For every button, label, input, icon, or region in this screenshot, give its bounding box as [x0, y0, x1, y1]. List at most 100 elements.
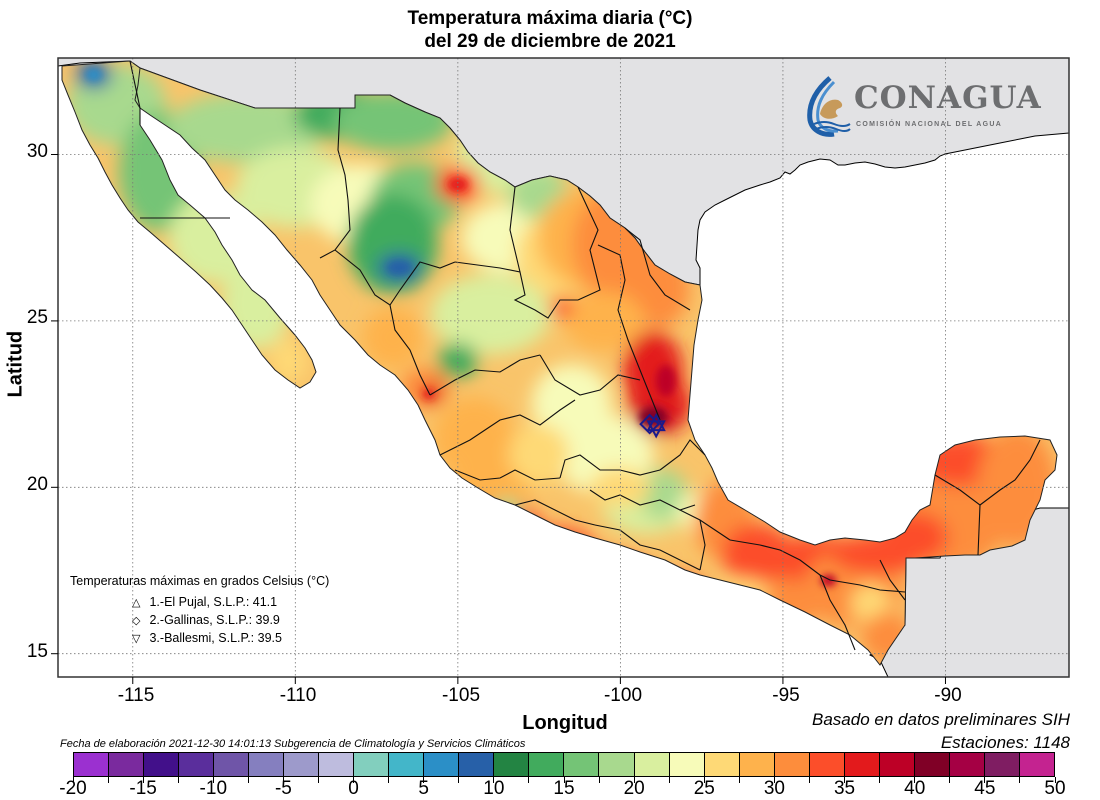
- colorbar-bin: [914, 753, 950, 776]
- colorbar-bin: [564, 753, 600, 776]
- colorbar-tick-label: 5: [418, 778, 429, 799]
- diamond-icon: ◇: [132, 615, 141, 627]
- chart-title-line1: Temperatura máxima diaria (°C): [407, 8, 693, 29]
- logo-subtitle: COMISIÓN NACIONAL DEL AGUA: [856, 121, 1003, 128]
- temperature-core: [655, 364, 676, 397]
- colorbar-bin: [389, 753, 425, 776]
- state-border: [819, 574, 856, 651]
- colorbar-bin: [179, 753, 215, 776]
- temperature-core: [387, 261, 412, 274]
- legend-item-label: 1.-El Pujal, S.L.P.: 41.1: [149, 595, 278, 609]
- y-tick-label: 20: [26, 474, 48, 495]
- temperature-contour: [509, 424, 570, 485]
- colorbar-bin: [949, 753, 985, 776]
- colorbar-tick-label: 15: [553, 778, 575, 799]
- colorbar-tick-label: 10: [483, 778, 505, 799]
- colorbar-bin: [249, 753, 285, 776]
- colorbar-bin: [774, 753, 810, 776]
- y-tick-label: 15: [26, 641, 48, 662]
- state-border: [979, 439, 1041, 506]
- colorbar-bin: [459, 753, 495, 776]
- colorbar-tick-mark: [738, 777, 740, 783]
- colorbar-bin: [669, 753, 705, 776]
- temperature-contour: [166, 92, 327, 163]
- colorbar-tick-label: 0: [348, 778, 359, 799]
- state-border: [429, 354, 541, 396]
- colorbar-tick-mark: [388, 777, 390, 783]
- colorbar-tick-mark: [598, 777, 600, 783]
- x-tick-label: -100: [603, 685, 643, 706]
- colorbar-tick-mark: [458, 777, 460, 783]
- triangle-up-icon: △: [132, 597, 141, 609]
- colorbar-tick-mark: [318, 777, 319, 783]
- state-border: [679, 509, 731, 541]
- state-border: [934, 474, 981, 556]
- station-marker: [646, 420, 666, 439]
- state-border: [659, 439, 706, 471]
- state-border: [879, 559, 906, 601]
- state-border: [334, 249, 456, 306]
- colorbar-tick-label: 45: [974, 778, 996, 799]
- map-frame: [57, 57, 1070, 678]
- colorbar-tick-mark: [177, 777, 179, 783]
- conagua-emblem-icon: [807, 76, 851, 137]
- colorbar-tick-label: -20: [59, 778, 87, 799]
- colorbar-tick-label: 50: [1044, 778, 1066, 799]
- colorbar-tick-mark: [984, 777, 986, 783]
- colorbar-tick-mark: [563, 777, 565, 783]
- temperature-contour: [437, 342, 478, 379]
- state-border: [699, 519, 706, 571]
- colorbar-tick-label: 25: [693, 778, 715, 799]
- colorbar-tick-mark: [914, 777, 916, 783]
- colorbar-tick-mark: [107, 777, 109, 783]
- state-border: [597, 244, 661, 421]
- state-border: [129, 60, 141, 125]
- colorbar-bin: [634, 753, 670, 776]
- colorbar-tick-label: -5: [274, 778, 292, 799]
- colorbar-bin: [739, 753, 775, 776]
- colorbar-bin: [284, 753, 320, 776]
- state-border: [624, 227, 691, 311]
- triangle-down-icon: ▽: [132, 633, 141, 645]
- temperature-contour: [362, 307, 423, 368]
- colorbar-bin: [214, 753, 250, 776]
- colorbar-bin: [109, 753, 145, 776]
- x-tick-label: -110: [279, 685, 317, 706]
- state-border: [454, 261, 578, 319]
- x-tick-label: -115: [117, 685, 155, 706]
- colorbar-bin: [599, 753, 635, 776]
- temperature-core: [447, 177, 468, 192]
- colorbar-tick-mark: [1054, 777, 1056, 783]
- temperature-contour: [430, 274, 551, 355]
- colorbar-tick-mark: [353, 777, 355, 783]
- colorbar-bin: [74, 753, 110, 776]
- temperature-contour: [637, 468, 688, 519]
- temperature-contour: [549, 297, 574, 318]
- colorbar-tick-mark: [247, 777, 249, 783]
- state-border: [509, 186, 521, 273]
- temperature-contour: [564, 290, 645, 351]
- colorbar-tick-mark: [423, 777, 425, 783]
- legend-item-label: 2.-Gallinas, S.L.P.: 39.9: [149, 613, 280, 627]
- colorbar-bin: [809, 753, 845, 776]
- legend-item: △ 1.-El Pujal, S.L.P.: 41.1: [132, 594, 329, 612]
- colorbar-tick-mark: [773, 777, 775, 783]
- colorbar-bin: [984, 753, 1020, 776]
- colorbar-tick-label: -10: [199, 778, 228, 799]
- legend-item: ▽ 3.-Ballesmi, S.L.P.: 39.5: [132, 630, 329, 648]
- state-border: [729, 539, 821, 576]
- colorbar-tick-mark: [72, 777, 74, 783]
- colorbar-tick-label: -15: [129, 778, 157, 799]
- conagua-logo: CONAGUA COMISIÓN NACIONAL DEL AGUA: [804, 76, 1044, 138]
- state-border: [514, 499, 596, 526]
- data-source-text: Basado en datos preliminares SIH: [812, 710, 1070, 729]
- station-markers: [639, 412, 666, 439]
- y-tick-label: 25: [26, 307, 48, 328]
- colorbar-bin: [879, 753, 915, 776]
- credit-text: Fecha de elaboración 2021-12-30 14:01:13…: [60, 738, 526, 750]
- legend-item: ◇ 2.-Gallinas, S.L.P.: 39.9: [132, 612, 329, 630]
- x-tick-marks: [132, 677, 946, 684]
- station-marker: [646, 412, 666, 432]
- state-border: [819, 574, 906, 593]
- y-axis-label: Latitud: [4, 330, 27, 398]
